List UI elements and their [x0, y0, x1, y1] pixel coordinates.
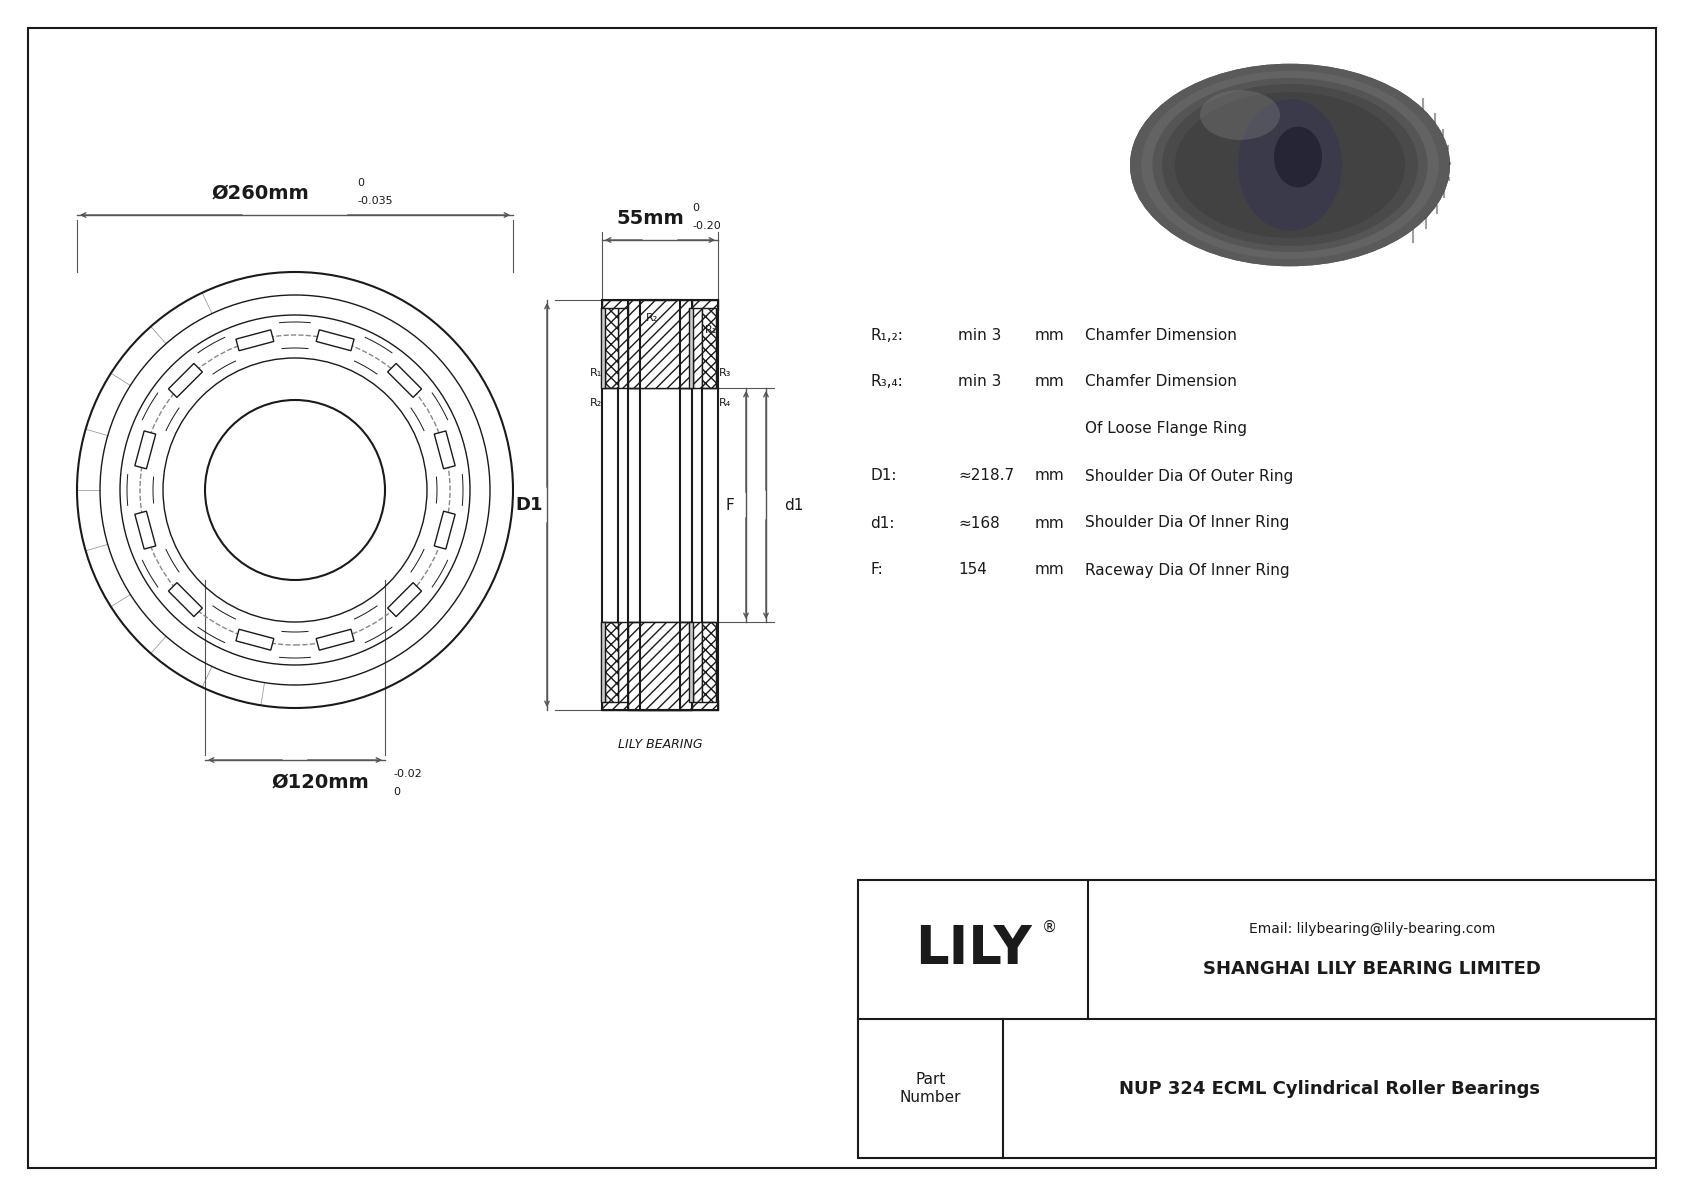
FancyBboxPatch shape [387, 582, 421, 617]
Text: LILY BEARING: LILY BEARING [618, 738, 702, 752]
Text: min 3: min 3 [958, 374, 1002, 389]
Text: 154: 154 [958, 562, 987, 578]
Text: d1:: d1: [871, 516, 894, 530]
Text: 0: 0 [692, 202, 699, 213]
Ellipse shape [1175, 92, 1404, 238]
FancyBboxPatch shape [387, 363, 421, 398]
Text: Ø120mm: Ø120mm [271, 773, 369, 792]
Bar [605, 308, 618, 388]
Text: mm: mm [1036, 562, 1064, 578]
Text: R₄: R₄ [719, 398, 731, 409]
Text: 55mm: 55mm [616, 208, 684, 227]
Text: ≈218.7: ≈218.7 [958, 468, 1014, 484]
Text: F: F [726, 498, 734, 512]
FancyBboxPatch shape [168, 582, 202, 617]
Text: Ø260mm: Ø260mm [210, 183, 308, 202]
FancyBboxPatch shape [236, 330, 274, 350]
FancyBboxPatch shape [168, 363, 202, 398]
Text: mm: mm [1036, 516, 1064, 530]
Text: Shoulder Dia Of Inner Ring: Shoulder Dia Of Inner Ring [1084, 516, 1290, 530]
Text: ®: ® [1041, 919, 1056, 935]
Bar [601, 700, 717, 710]
Bar [618, 622, 702, 701]
Text: R₁: R₁ [706, 325, 717, 335]
FancyBboxPatch shape [434, 431, 455, 469]
Bar [689, 622, 694, 701]
Text: R₁: R₁ [589, 368, 601, 378]
FancyBboxPatch shape [317, 330, 354, 350]
Text: Shoulder Dia Of Outer Ring: Shoulder Dia Of Outer Ring [1084, 468, 1293, 484]
Bar [628, 622, 692, 710]
Text: NUP 324 ECML Cylindrical Roller Bearings: NUP 324 ECML Cylindrical Roller Bearings [1118, 1079, 1539, 1097]
Ellipse shape [1275, 126, 1322, 187]
Text: Chamfer Dimension: Chamfer Dimension [1084, 374, 1236, 389]
Text: ≈168: ≈168 [958, 516, 1000, 530]
Ellipse shape [1130, 64, 1450, 267]
FancyBboxPatch shape [135, 431, 155, 469]
FancyBboxPatch shape [434, 511, 455, 549]
Text: mm: mm [1036, 328, 1064, 343]
Text: D1: D1 [515, 495, 542, 515]
Ellipse shape [1162, 85, 1418, 247]
Bar [618, 308, 702, 388]
Text: Part
Number: Part Number [899, 1072, 962, 1105]
Text: LILY: LILY [914, 923, 1031, 975]
Text: SHANGHAI LILY BEARING LIMITED: SHANGHAI LILY BEARING LIMITED [1202, 960, 1541, 979]
Text: D1:: D1: [871, 468, 896, 484]
Text: Email: lilybearing@lily-bearing.com: Email: lilybearing@lily-bearing.com [1250, 923, 1495, 936]
Bar [859, 880, 1655, 1158]
Text: Chamfer Dimension: Chamfer Dimension [1084, 328, 1236, 343]
Ellipse shape [1142, 70, 1438, 260]
Bar [601, 308, 605, 388]
Text: Of Loose Flange Ring: Of Loose Flange Ring [1084, 422, 1246, 436]
Bar [702, 622, 716, 701]
Text: R₂: R₂ [589, 398, 601, 409]
Ellipse shape [1238, 99, 1342, 231]
Bar [601, 300, 717, 310]
Text: -0.035: -0.035 [357, 197, 392, 206]
Text: mm: mm [1036, 374, 1064, 389]
Text: R₂: R₂ [647, 313, 658, 323]
Text: Raceway Dia Of Inner Ring: Raceway Dia Of Inner Ring [1084, 562, 1290, 578]
Bar [689, 308, 694, 388]
Bar [605, 622, 618, 701]
Text: 0: 0 [392, 787, 401, 797]
Text: d1: d1 [785, 498, 803, 512]
Text: F:: F: [871, 562, 882, 578]
Text: R₃: R₃ [719, 368, 731, 378]
Text: -0.02: -0.02 [392, 769, 421, 779]
Text: mm: mm [1036, 468, 1064, 484]
Bar [628, 300, 692, 388]
Bar [601, 622, 605, 701]
Text: R₁,₂:: R₁,₂: [871, 328, 903, 343]
Text: 0: 0 [357, 177, 364, 188]
Bar [702, 308, 716, 388]
FancyBboxPatch shape [236, 629, 274, 650]
Ellipse shape [1152, 77, 1428, 252]
Text: min 3: min 3 [958, 328, 1002, 343]
Ellipse shape [1130, 64, 1450, 267]
Text: -0.20: -0.20 [692, 222, 721, 231]
Text: R₃,₄:: R₃,₄: [871, 374, 903, 389]
FancyBboxPatch shape [317, 629, 354, 650]
FancyBboxPatch shape [135, 511, 155, 549]
Ellipse shape [1201, 91, 1280, 141]
